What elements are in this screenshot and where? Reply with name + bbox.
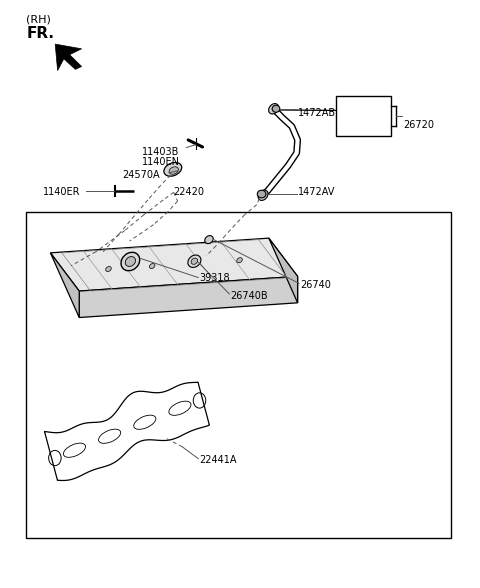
Ellipse shape [169, 167, 179, 174]
Ellipse shape [164, 162, 182, 176]
Polygon shape [50, 253, 79, 318]
Text: 1140ER: 1140ER [43, 187, 81, 198]
Ellipse shape [121, 252, 140, 270]
Ellipse shape [125, 256, 135, 266]
Text: 24570A: 24570A [122, 170, 160, 181]
Text: FR.: FR. [26, 26, 54, 42]
Text: 1140EN: 1140EN [142, 157, 180, 168]
Ellipse shape [106, 266, 111, 272]
Text: 22420: 22420 [173, 187, 204, 198]
Bar [26, 212, 451, 538]
Ellipse shape [257, 191, 266, 198]
Ellipse shape [272, 105, 280, 112]
Text: 39318: 39318 [199, 272, 230, 283]
Text: 26740B: 26740B [230, 291, 268, 302]
Ellipse shape [205, 236, 213, 243]
Text: 1472AB: 1472AB [298, 108, 336, 118]
Polygon shape [55, 44, 82, 71]
Ellipse shape [237, 258, 242, 263]
Ellipse shape [193, 260, 199, 266]
Text: 11403B: 11403B [142, 146, 179, 157]
Polygon shape [79, 276, 298, 318]
Polygon shape [50, 238, 298, 291]
Text: 22441A: 22441A [199, 455, 237, 465]
Text: 1472AV: 1472AV [298, 187, 335, 198]
Bar [336, 96, 391, 136]
Polygon shape [269, 238, 298, 303]
Text: 26740: 26740 [300, 280, 331, 290]
Ellipse shape [149, 263, 155, 269]
Ellipse shape [191, 258, 198, 265]
Ellipse shape [258, 190, 268, 201]
Text: (RH): (RH) [26, 15, 51, 25]
Ellipse shape [269, 103, 278, 114]
Ellipse shape [188, 255, 201, 268]
Text: 26720: 26720 [403, 119, 434, 130]
